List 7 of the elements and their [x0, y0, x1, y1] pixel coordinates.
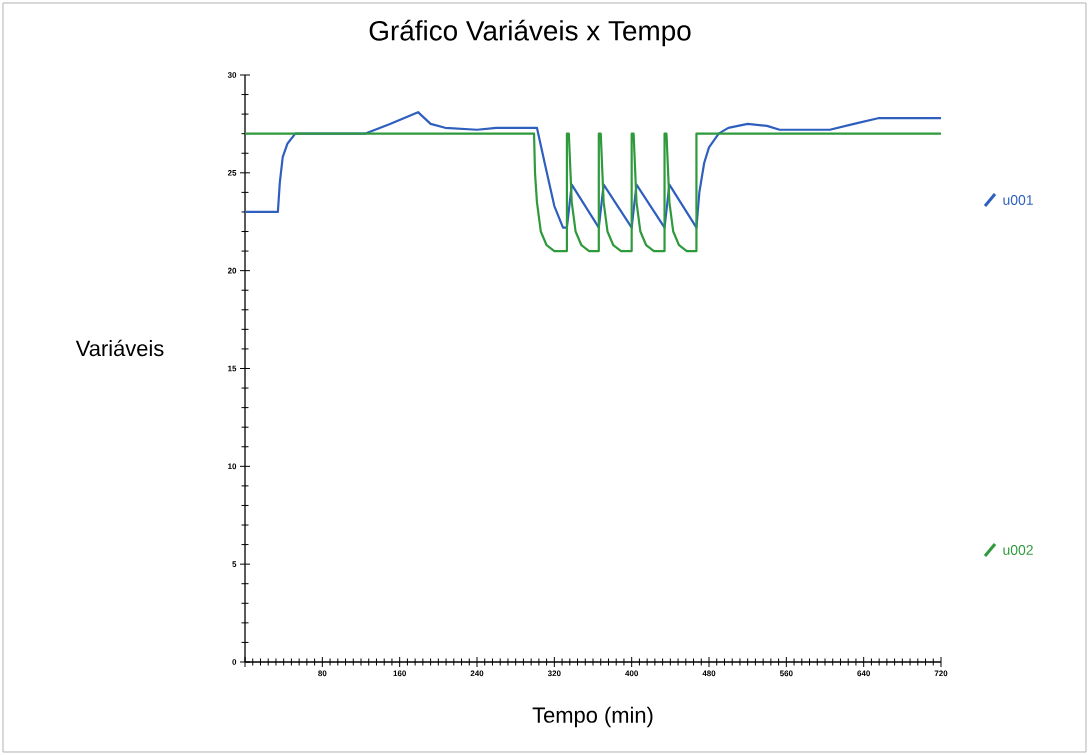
x-axis-title: Tempo (min) — [532, 706, 653, 728]
line-series — [243, 111, 943, 229]
legend-label: u002 — [1003, 545, 1033, 555]
legend-label: u001 — [1003, 195, 1033, 205]
line-series — [243, 132, 943, 253]
chart-title: Gráfico Variáveis x Tempo — [369, 19, 691, 47]
y-axis-title: Variáveis — [75, 339, 164, 357]
